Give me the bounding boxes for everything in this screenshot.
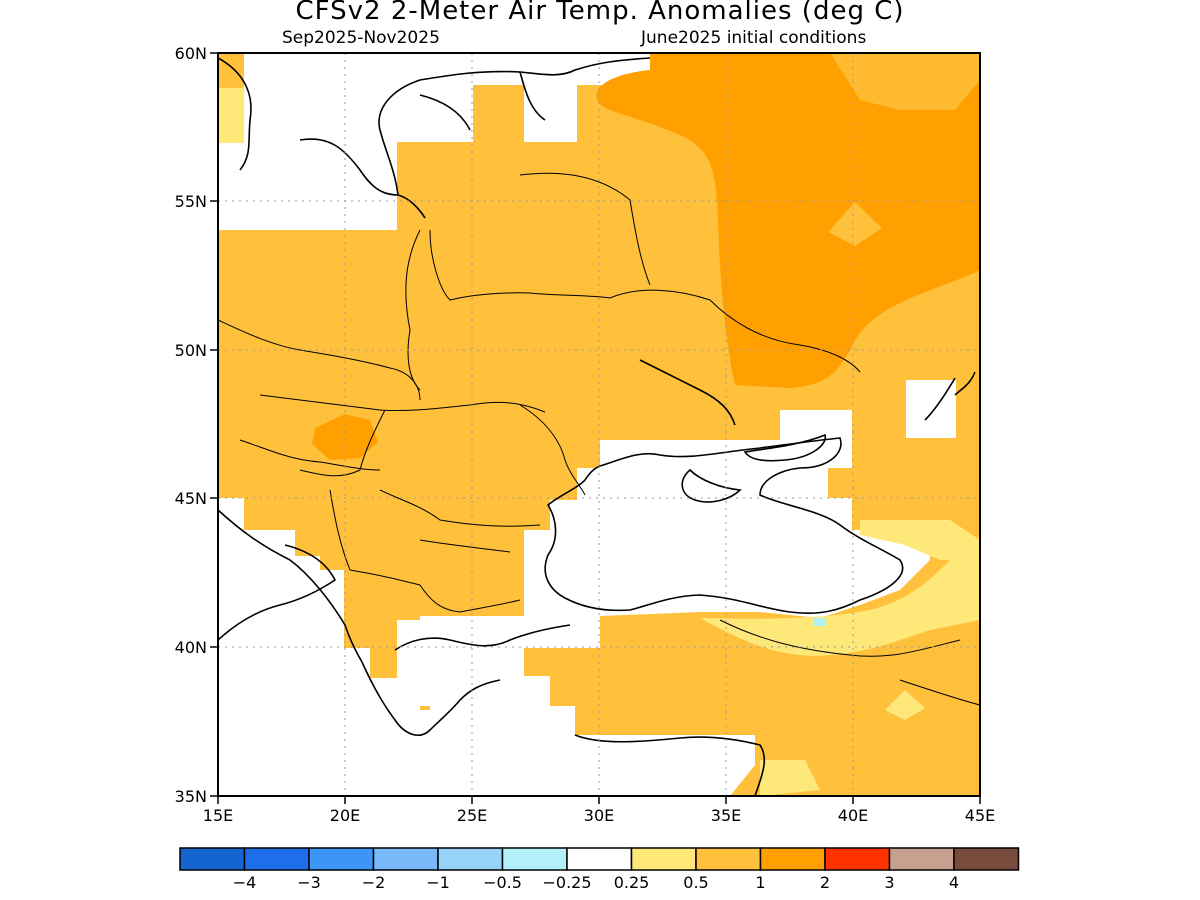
lon-label: 35E (711, 806, 741, 825)
lon-label: 40E (838, 806, 868, 825)
lat-label: 45N (175, 489, 207, 508)
legend-label: 1 (755, 873, 765, 892)
lon-label: 15E (203, 806, 233, 825)
legend-label: 2 (820, 873, 830, 892)
legend-swatch (179, 847, 246, 871)
legend-swatch (437, 847, 504, 871)
legend-label: 4 (949, 873, 959, 892)
lat-label: 50N (175, 341, 207, 360)
legend-swatch (372, 847, 439, 871)
lat-label: 55N (175, 192, 207, 211)
anomaly-fill-1-ne (596, 53, 980, 388)
legend-swatch (566, 847, 633, 871)
legend-swatch (824, 847, 891, 871)
legend-swatch (243, 847, 310, 871)
legend-swatch (953, 847, 1020, 871)
legend-swatch (888, 847, 955, 871)
legend-label: −4 (233, 873, 257, 892)
lat-label: 35N (175, 787, 207, 806)
legend-label: −2 (362, 873, 386, 892)
legend-swatch (501, 847, 568, 871)
lat-labels: 60N 55N 50N 45N 40N 35N (175, 44, 207, 806)
legend-label: 3 (884, 873, 894, 892)
lat-label: 60N (175, 44, 207, 63)
anomaly-fill-neg-speck (814, 618, 826, 626)
legend-swatch (630, 847, 697, 871)
legend-swatch (759, 847, 826, 871)
legend-label: 0.5 (683, 873, 708, 892)
anomaly-patch-0p5 (828, 202, 882, 246)
borders (218, 172, 980, 706)
legend-label: −0.5 (483, 873, 522, 892)
anomaly-fill-1-hungary (312, 414, 378, 460)
legend-labels: −4 −3 −2 −1 −0.5 −0.25 0.25 0.5 1 2 3 4 (233, 873, 959, 892)
anomaly-patch-north (830, 53, 980, 110)
map-title: CFSv2 2-Meter Air Temp. Anomalies (deg C… (295, 0, 905, 26)
legend-label: 0.25 (614, 873, 650, 892)
coastlines (218, 57, 976, 796)
lon-label: 25E (457, 806, 487, 825)
axis-ticks (210, 52, 981, 804)
forecast-period: Sep2025-Nov2025 (282, 28, 440, 48)
map-gridlines (218, 53, 980, 796)
lon-label: 45E (965, 806, 995, 825)
color-legend (179, 847, 1020, 871)
legend-label: −1 (426, 873, 450, 892)
initial-conditions: June2025 initial conditions (641, 28, 867, 48)
lon-label: 20E (330, 806, 360, 825)
lat-label: 40N (175, 638, 207, 657)
legend-swatch (695, 847, 762, 871)
lon-label: 30E (584, 806, 614, 825)
anomaly-fill-0p25 (218, 88, 980, 796)
lon-labels: 15E 20E 25E 30E 35E 40E 45E (203, 806, 995, 825)
neutral-anomaly-areas (218, 53, 956, 796)
legend-label: −0.25 (542, 873, 591, 892)
legend-label: −3 (297, 873, 321, 892)
legend-swatch (308, 847, 375, 871)
